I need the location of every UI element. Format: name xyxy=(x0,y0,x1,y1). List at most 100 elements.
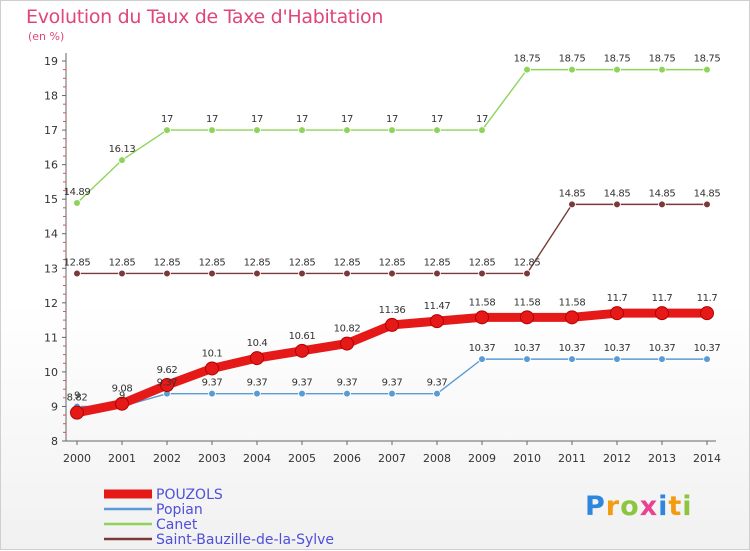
y-tick-label: 13 xyxy=(44,262,58,275)
data-label: 10.37 xyxy=(559,343,586,354)
data-labels: 12.85 12.85 12.85 12.85 12.85 12.85 12.85 12.85… xyxy=(64,54,721,404)
data-label: 17 xyxy=(341,114,353,125)
data-point xyxy=(253,126,261,134)
y-tick-label: 8 xyxy=(51,435,58,448)
data-point xyxy=(388,126,396,134)
data-label: 9.37 xyxy=(292,378,313,389)
data-point xyxy=(433,126,441,134)
logo-letter: P xyxy=(585,491,606,522)
data-label: 11.36 xyxy=(379,305,406,316)
y-tick-label: 15 xyxy=(44,193,58,206)
data-label: 18.75 xyxy=(604,54,631,65)
data-point xyxy=(700,306,714,321)
data-point xyxy=(160,378,174,393)
y-tick-label: 18 xyxy=(44,90,58,103)
logo-letter: r xyxy=(605,491,621,522)
data-label: 17 xyxy=(431,114,443,125)
data-point xyxy=(250,351,264,366)
data-point xyxy=(340,336,354,351)
chart-title: Evolution du Taux de Taxe d'Habitation xyxy=(26,6,384,28)
data-label: 11.47 xyxy=(424,301,451,312)
data-point xyxy=(610,306,624,321)
x-tick-label: 2014 xyxy=(693,452,721,465)
data-point xyxy=(478,355,486,363)
logo-letter: x xyxy=(639,491,659,522)
data-label: 18.75 xyxy=(559,54,586,65)
data-point xyxy=(613,200,621,209)
proxiti-logo: Proxiti xyxy=(585,491,693,522)
data-point xyxy=(115,396,129,411)
legend: POUZOLSPopianCanetSaint-Bauzille-de-la-S… xyxy=(104,487,334,548)
data-point xyxy=(478,269,486,278)
data-point xyxy=(703,200,711,209)
series-line-1 xyxy=(76,68,708,204)
data-label: 12.85 xyxy=(379,257,406,268)
x-tick-label: 2004 xyxy=(243,452,271,465)
data-label: 11.7 xyxy=(697,293,718,304)
data-point xyxy=(73,269,81,278)
data-label: 17 xyxy=(386,114,398,125)
data-label: 9.37 xyxy=(337,378,358,389)
data-label: 11.58 xyxy=(559,297,586,308)
data-point xyxy=(568,200,576,209)
data-label: 10.37 xyxy=(649,343,676,354)
data-label: 18.75 xyxy=(514,54,541,65)
data-label: 14.85 xyxy=(559,188,586,199)
data-label: 10.1 xyxy=(202,348,223,359)
logo-letter: i xyxy=(682,491,693,522)
x-tick-label: 2009 xyxy=(468,452,496,465)
data-point xyxy=(70,405,84,420)
legend-label: Popian xyxy=(156,502,203,518)
data-point xyxy=(433,269,441,278)
data-point xyxy=(253,389,261,398)
data-point xyxy=(478,126,486,134)
data-point xyxy=(433,389,441,398)
data-point xyxy=(343,389,351,398)
data-label: 10.37 xyxy=(604,343,631,354)
data-point xyxy=(163,126,171,134)
data-label: 11.7 xyxy=(607,293,628,304)
data-point xyxy=(343,126,351,134)
data-point xyxy=(475,310,489,325)
data-label: 9.37 xyxy=(247,378,268,389)
data-point xyxy=(523,269,531,278)
data-point xyxy=(163,269,171,278)
data-label: 18.75 xyxy=(649,54,676,65)
data-point xyxy=(655,306,669,321)
y-tick-label: 11 xyxy=(44,331,58,344)
data-label: 12.85 xyxy=(334,257,361,268)
data-point xyxy=(658,65,666,74)
data-label: 8.82 xyxy=(67,393,88,404)
x-tick-label: 2013 xyxy=(648,452,676,465)
data-label: 17 xyxy=(296,114,308,125)
data-point xyxy=(568,65,576,74)
y-tick-label: 14 xyxy=(44,228,58,241)
data-label: 17 xyxy=(476,114,488,125)
data-point xyxy=(118,269,126,278)
data-point xyxy=(205,361,219,376)
y-tick-label: 9 xyxy=(51,400,58,413)
x-tick-label: 2000 xyxy=(63,452,91,465)
logo-letter: o xyxy=(620,491,640,522)
data-label: 12.85 xyxy=(64,257,91,268)
data-label: 12.85 xyxy=(514,257,541,268)
data-point xyxy=(295,343,309,358)
data-point xyxy=(658,200,666,209)
data-point xyxy=(208,126,216,134)
logo-letter: t xyxy=(668,491,683,522)
legend-label: POUZOLS xyxy=(156,487,223,503)
data-point xyxy=(523,355,531,363)
data-label: 17 xyxy=(206,114,218,125)
data-point xyxy=(298,126,306,134)
data-label: 9.37 xyxy=(382,378,403,389)
data-label: 9 xyxy=(119,390,125,401)
x-tick-label: 2011 xyxy=(558,452,586,465)
data-point xyxy=(118,156,126,164)
data-label: 9 xyxy=(74,390,80,401)
data-point xyxy=(520,310,534,325)
y-tick-label: 17 xyxy=(44,124,58,137)
data-point xyxy=(298,269,306,278)
data-point xyxy=(253,269,261,278)
x-tick-label: 2012 xyxy=(603,452,631,465)
